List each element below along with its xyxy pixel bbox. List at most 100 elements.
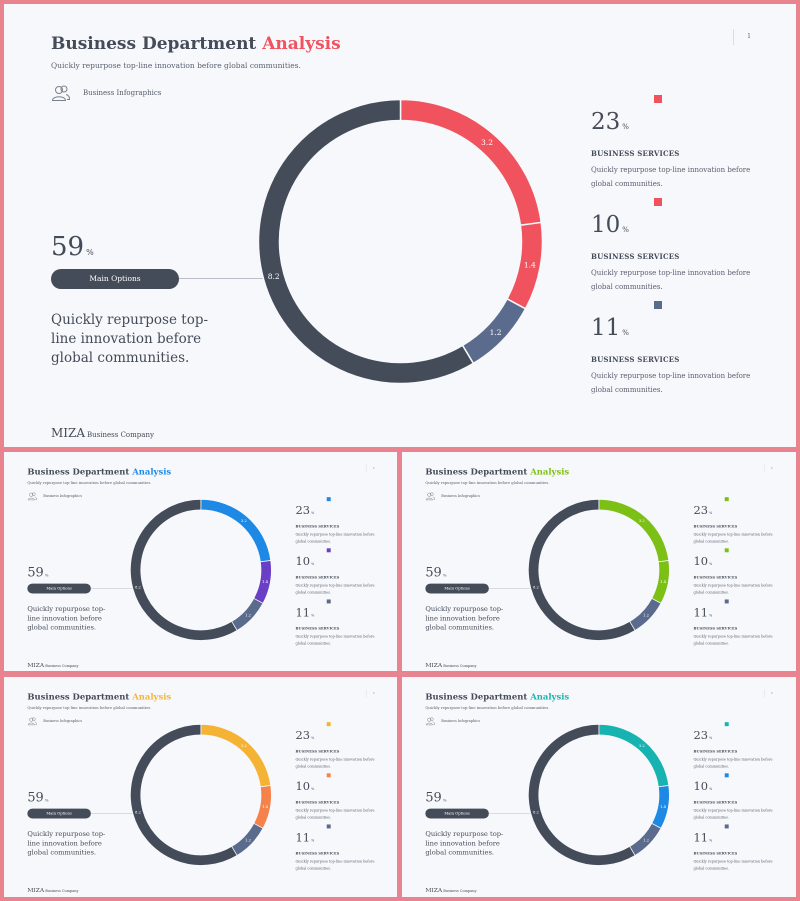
stat-description: Quickly repurpose top-line innovation be… <box>693 808 773 820</box>
page-number: 1 <box>365 464 381 473</box>
stat-description: Quickly repurpose top-line innovation be… <box>591 372 751 394</box>
slide-title: Business Department Analysis <box>425 467 569 477</box>
slide-content: Business Department Analysis Quickly rep… <box>4 452 397 671</box>
slide-subtitle: Quickly repurpose top-line innovation be… <box>27 480 152 485</box>
stat-block: 10% BUSINESS SERVICES Quickly repurpose to… <box>591 198 751 294</box>
slide-green[interactable]: Business Department Analysis Quickly rep… <box>402 452 796 671</box>
title-prefix: Business Department <box>51 34 263 54</box>
slide-subtitle: Quickly repurpose top-line innovation be… <box>425 705 550 710</box>
stat-value: 11 <box>693 831 708 845</box>
brand-company: Business Company <box>443 889 477 893</box>
main-percentage: 59% <box>425 790 446 805</box>
slide-blue[interactable]: Business Department Analysis Quickly rep… <box>4 452 397 671</box>
stat-value: 11 <box>295 606 310 620</box>
stat-description: Quickly repurpose top-line innovation be… <box>693 583 773 595</box>
brand: MIZABusiness Company <box>27 885 78 894</box>
stat-label: BUSINESS SERVICES <box>693 800 738 805</box>
main-options-button[interactable]: Main Options <box>27 808 91 819</box>
donut-slice-label: 1.2 <box>643 838 649 842</box>
stat-description: Quickly repurpose top-line innovation be… <box>295 634 375 646</box>
title-accent: Analysis <box>530 466 570 477</box>
stat-label: BUSINESS SERVICES <box>591 355 680 364</box>
main-percentage-value: 59 <box>425 790 442 806</box>
stat-percentage: 10% <box>295 780 374 795</box>
donut-slice-label: 1.4 <box>660 580 667 584</box>
main-percentage: 59% <box>51 232 94 262</box>
donut-chart-svg: 3.2 1.4 1.2 8.2 <box>528 499 670 641</box>
page-number: 1 <box>733 29 764 45</box>
brand: MIZABusiness Company <box>425 660 476 669</box>
users-icon <box>425 492 435 501</box>
stat-block: 11% BUSINESS SERVICES Quickly repurpose to… <box>295 824 375 872</box>
stat-description: Quickly repurpose top-line innovation be… <box>295 808 375 820</box>
stat-unit: % <box>622 329 629 337</box>
infographics-label: Business Infographics <box>441 719 481 724</box>
stat-value: 10 <box>693 780 708 794</box>
stat-unit: % <box>708 511 713 516</box>
stat-percentage: 11% <box>591 315 751 345</box>
stat-description: Quickly repurpose top-line innovation be… <box>693 634 773 646</box>
stat-value: 23 <box>591 109 621 135</box>
main-percentage-value: 59 <box>27 565 44 581</box>
brand-logo: MIZA <box>425 886 443 894</box>
main-options-button[interactable]: Main Options <box>51 269 179 289</box>
stat-percentage: 23% <box>295 504 374 519</box>
title-prefix: Business Department <box>27 691 133 702</box>
brand: MIZABusiness Company <box>27 660 78 669</box>
stat-label: BUSINESS SERVICES <box>693 748 738 754</box>
main-options-button[interactable]: Main Options <box>425 808 489 819</box>
donut-chart-svg: 3.2 1.4 1.2 8.2 <box>257 98 544 385</box>
slide-main[interactable]: Business Department Analysis Quickly rep… <box>4 4 796 447</box>
stat-unit: % <box>310 736 315 741</box>
donut-slice-label: 1.2 <box>490 328 502 337</box>
stat-block: 10% BUSINESS SERVICES Quickly repurpose to… <box>295 773 375 821</box>
stat-percentage: 23% <box>693 729 772 744</box>
main-percentage-unit: % <box>44 798 49 803</box>
stat-value: 11 <box>693 606 708 620</box>
left-description: Quickly repurpose top-line innovation be… <box>425 604 504 632</box>
stat-value: 10 <box>591 212 621 238</box>
stat-block: 23% BUSINESS SERVICES Quickly repurpose to… <box>591 95 751 191</box>
donut-slice-label: 3.2 <box>481 138 493 147</box>
stat-color-swatch <box>654 301 662 309</box>
donut-slice-label: 1.4 <box>262 580 269 584</box>
slide-content: Business Department Analysis Quickly rep… <box>402 452 795 671</box>
page-number: 1 <box>365 689 381 698</box>
slide-content: Business Department Analysis Quickly rep… <box>4 677 397 897</box>
main-options-button[interactable]: Main Options <box>425 583 489 594</box>
brand-company: Business Company <box>45 664 79 668</box>
main-percentage-value: 59 <box>51 232 85 262</box>
stat-value: 11 <box>295 831 310 845</box>
slide-teal[interactable]: Business Department Analysis Quickly rep… <box>402 677 796 897</box>
stat-unit: % <box>310 511 315 516</box>
stat-unit: % <box>708 736 713 741</box>
donut-slice-label: 8.2 <box>533 586 539 590</box>
stat-label: BUSINESS SERVICES <box>693 851 738 856</box>
stat-block: 11% BUSINESS SERVICES Quickly repurpose to… <box>693 599 773 647</box>
stat-value: 23 <box>693 504 708 518</box>
stat-description: Quickly repurpose top-line innovation be… <box>295 583 375 595</box>
stat-label: BUSINESS SERVICES <box>295 748 340 754</box>
main-options-button[interactable]: Main Options <box>27 583 91 594</box>
stat-color-swatch <box>724 497 729 502</box>
stat-percentage: 11% <box>693 831 772 846</box>
stat-color-swatch <box>326 548 331 553</box>
stat-label: BUSINESS SERVICES <box>295 851 340 856</box>
stat-value: 10 <box>295 555 310 569</box>
donut-slice <box>528 724 636 866</box>
stat-color-swatch <box>326 824 331 829</box>
donut-chart: 3.2 1.4 1.2 8.2 <box>130 499 272 641</box>
donut-slice <box>200 499 272 563</box>
stat-value: 10 <box>295 780 310 794</box>
donut-slice <box>257 98 475 385</box>
donut-slice-label: 3.2 <box>639 744 645 748</box>
stat-description: Quickly repurpose top-line innovation be… <box>295 757 375 769</box>
slide-yellow[interactable]: Business Department Analysis Quickly rep… <box>4 677 397 897</box>
infographics-header: Business Infographics <box>27 492 82 501</box>
stat-percentage: 23% <box>591 109 751 139</box>
stat-unit: % <box>310 838 315 843</box>
brand: MIZABusiness Company <box>425 885 476 894</box>
brand-logo: MIZA <box>27 886 45 894</box>
donut-chart: 3.2 1.4 1.2 8.2 <box>257 98 544 385</box>
slide-title: Business Department Analysis <box>51 34 341 54</box>
